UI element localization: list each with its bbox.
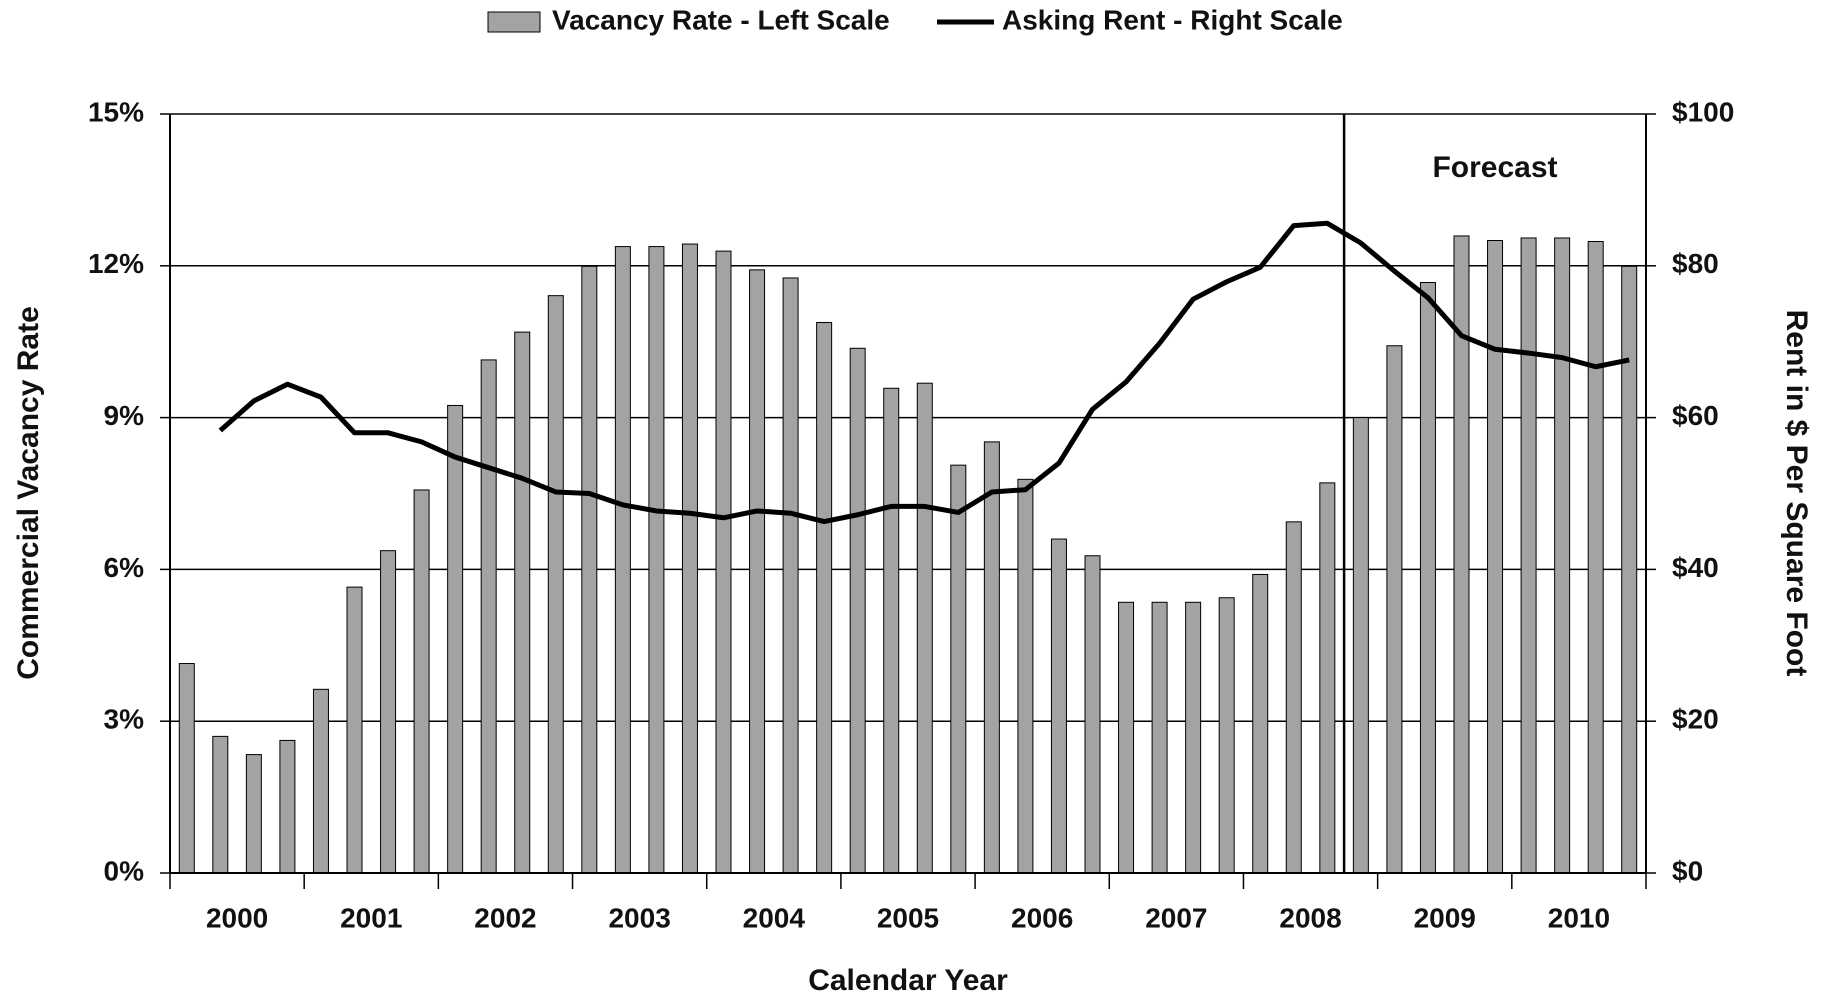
bar bbox=[178, 663, 195, 874]
x-axis-title: Calendar Year bbox=[808, 964, 1008, 991]
x-tick-label: 2002 bbox=[474, 902, 536, 933]
bar bbox=[1319, 482, 1336, 874]
y2-axis-title: Rent in $ Per Square Foot bbox=[1780, 310, 1813, 677]
bar bbox=[547, 295, 564, 874]
bar bbox=[614, 246, 631, 874]
bar bbox=[749, 269, 766, 874]
bar bbox=[715, 250, 732, 874]
bar bbox=[581, 265, 598, 874]
bar bbox=[916, 382, 933, 874]
bar bbox=[447, 404, 464, 874]
legend-label: Vacancy Rate - Left Scale bbox=[552, 4, 890, 35]
forecast-label: Forecast bbox=[1432, 151, 1557, 184]
bar bbox=[480, 359, 497, 874]
legend-swatch bbox=[487, 11, 541, 33]
bar bbox=[648, 246, 665, 874]
x-tick-label: 2009 bbox=[1414, 902, 1476, 933]
x-tick-label: 2006 bbox=[1011, 902, 1073, 933]
bar bbox=[1118, 601, 1135, 874]
y2-tick-label: $80 bbox=[1672, 248, 1719, 279]
bar bbox=[983, 441, 1000, 874]
y2-tick-label: $40 bbox=[1672, 552, 1719, 583]
y2-tick-label: $20 bbox=[1672, 704, 1719, 735]
bar bbox=[1520, 237, 1537, 874]
bar bbox=[950, 464, 967, 874]
bar bbox=[1554, 237, 1571, 874]
y2-tick-label: $0 bbox=[1672, 855, 1703, 886]
y2-tick-label: $60 bbox=[1672, 400, 1719, 431]
x-tick-label: 2005 bbox=[877, 902, 939, 933]
bar bbox=[312, 688, 329, 874]
bar bbox=[245, 754, 262, 874]
x-tick-label: 2000 bbox=[206, 902, 268, 933]
x-tick-label: 2003 bbox=[608, 902, 670, 933]
bar bbox=[1252, 573, 1269, 874]
bar bbox=[514, 331, 531, 874]
bar bbox=[212, 735, 229, 874]
x-tick-label: 2004 bbox=[743, 902, 806, 933]
bar bbox=[413, 489, 430, 874]
x-tick-label: 2007 bbox=[1145, 902, 1207, 933]
bar bbox=[380, 550, 397, 874]
bar bbox=[1352, 417, 1369, 874]
rent-line bbox=[218, 220, 1630, 525]
bar bbox=[346, 586, 363, 874]
y-tick-label: 9% bbox=[104, 400, 145, 431]
y-tick-label: 15% bbox=[88, 96, 144, 127]
bar bbox=[816, 321, 833, 874]
x-tick-label: 2010 bbox=[1548, 902, 1610, 933]
bar bbox=[1218, 597, 1235, 874]
bar bbox=[1285, 521, 1302, 874]
bar bbox=[849, 347, 866, 874]
x-tick-label: 2001 bbox=[340, 902, 402, 933]
y-axis-title: Commercial Vacancy Rate bbox=[12, 306, 45, 680]
bar bbox=[1151, 601, 1168, 874]
bar bbox=[279, 739, 296, 874]
bar bbox=[1487, 240, 1504, 874]
bar bbox=[1386, 345, 1403, 874]
bar bbox=[782, 277, 799, 874]
bar bbox=[1017, 478, 1034, 874]
bar bbox=[681, 243, 698, 874]
y-tick-label: 6% bbox=[104, 552, 145, 583]
legend-label: Asking Rent - Right Scale bbox=[1002, 4, 1343, 35]
y-tick-label: 0% bbox=[104, 855, 145, 886]
y-tick-label: 12% bbox=[88, 248, 144, 279]
bar bbox=[883, 387, 900, 874]
bar bbox=[1621, 265, 1638, 874]
bar bbox=[1185, 601, 1202, 874]
y2-tick-label: $100 bbox=[1672, 96, 1734, 127]
x-tick-label: 2008 bbox=[1279, 902, 1341, 933]
bar bbox=[1419, 281, 1436, 874]
bar bbox=[1084, 555, 1101, 874]
bar bbox=[1587, 241, 1604, 874]
y-tick-label: 3% bbox=[104, 704, 145, 735]
bar bbox=[1050, 538, 1067, 874]
